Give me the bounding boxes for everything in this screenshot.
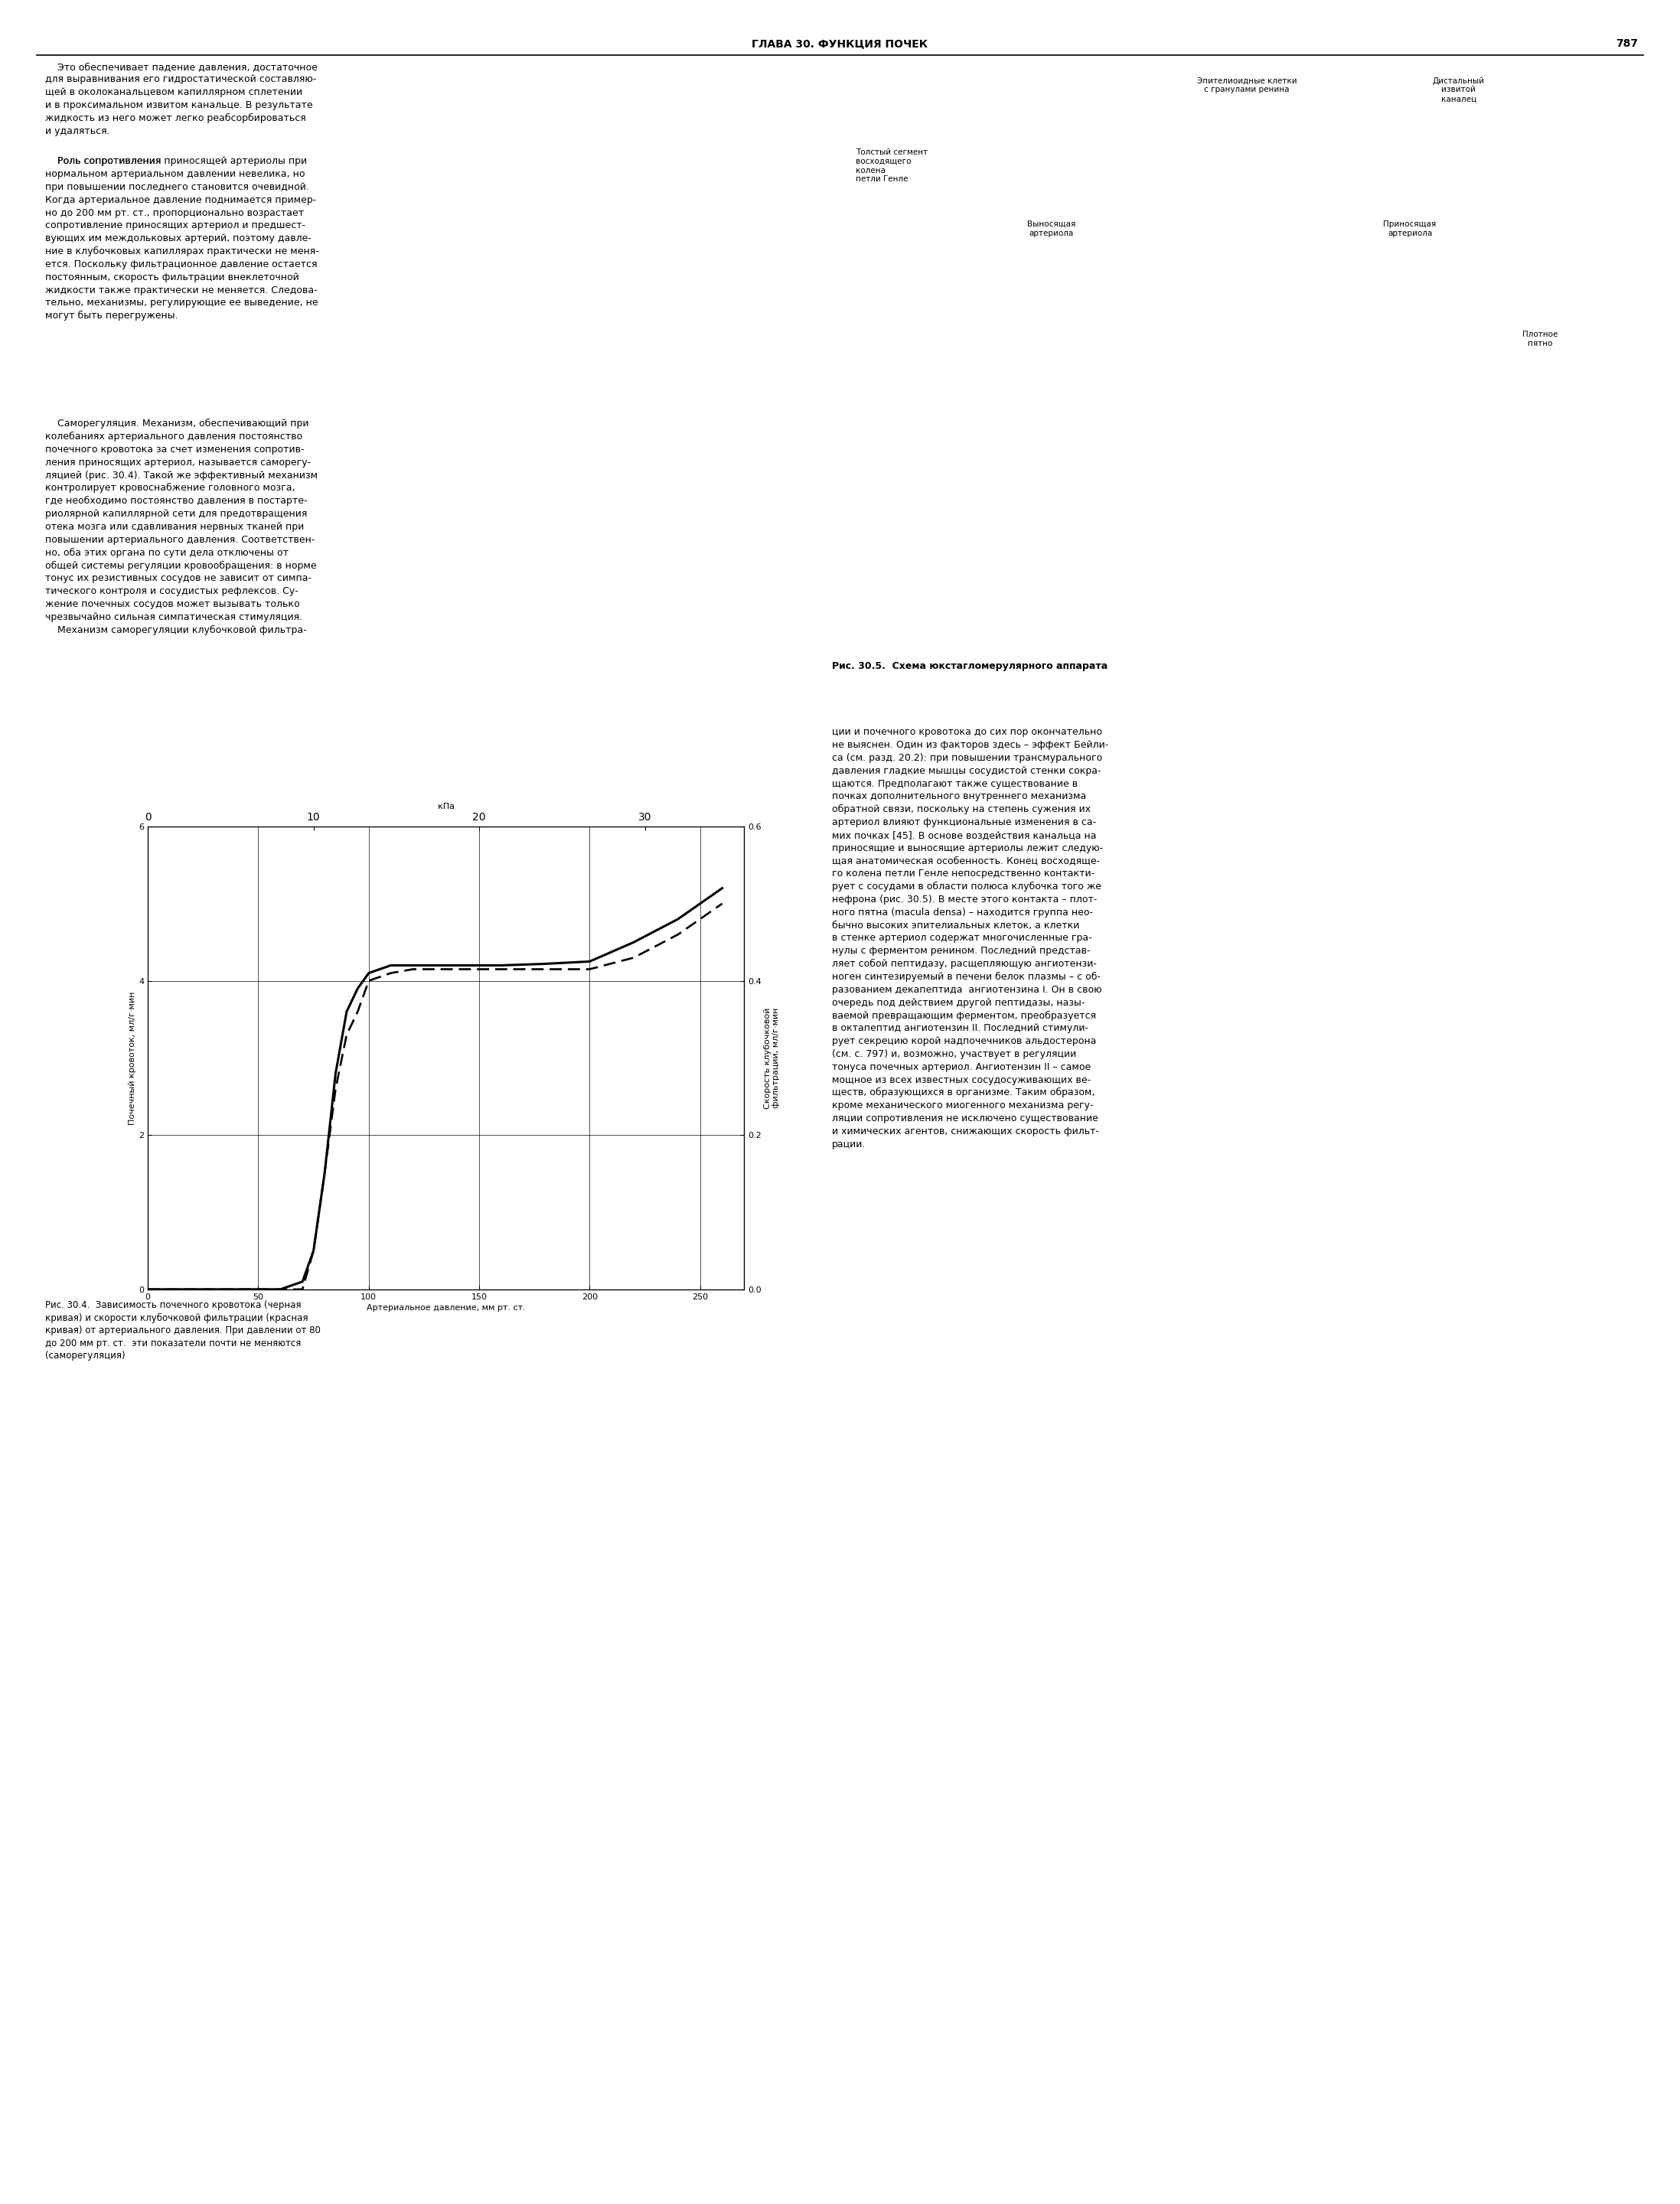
Text: Рис. 30.5.  Схема юкстагломерулярного аппарата: Рис. 30.5. Схема юкстагломерулярного апп… <box>832 661 1107 672</box>
X-axis label: Артериальное давление, мм рт. ст.: Артериальное давление, мм рт. ст. <box>366 1305 526 1311</box>
Text: Эпителиоидные клетки
с гранулами ренина: Эпителиоидные клетки с гранулами ренина <box>1196 77 1297 93</box>
Y-axis label: Почечный кровоток, мл/г·мин: Почечный кровоток, мл/г·мин <box>129 992 136 1124</box>
Text: Приносящая
артериола: Приносящая артериола <box>1383 220 1436 236</box>
Text: Роль сопротивления приносящей артериолы при
нормальном артериальном давлении нев: Роль сопротивления приносящей артериолы … <box>45 156 319 322</box>
Text: Это обеспечивает падение давления, достаточное
для выравнивания его гидростатиче: Это обеспечивает падение давления, доста… <box>45 62 318 137</box>
Text: ции и почечного кровотока до сих пор окончательно
не выяснен. Один из факторов з: ции и почечного кровотока до сих пор око… <box>832 727 1109 1148</box>
Y-axis label: Скорость клубочковой
фильтрации, мл/г·мин: Скорость клубочковой фильтрации, мл/г·ми… <box>764 1007 780 1109</box>
Text: Плотное
пятно: Плотное пятно <box>1522 331 1557 346</box>
Text: Толстый сегмент
восходящего
колена
петли Генле: Толстый сегмент восходящего колена петли… <box>855 150 927 183</box>
Text: Выносящая
артериола: Выносящая артериола <box>1026 220 1075 236</box>
Text: Роль сопротивления: Роль сопротивления <box>45 156 165 168</box>
Text: Дистальный
извитой
каналец: Дистальный извитой каналец <box>1433 77 1485 104</box>
Text: Рис. 30.4.  Зависимость почечного кровотока (черная
кривая) и скорости клубочков: Рис. 30.4. Зависимость почечного кровото… <box>45 1300 321 1360</box>
Text: Саморегуляция. Механизм, обеспечивающий при
колебаниях артериального давления по: Саморегуляция. Механизм, обеспечивающий … <box>45 419 318 635</box>
Text: ГЛАВА 30. ФУНКЦИЯ ПОЧЕК: ГЛАВА 30. ФУНКЦИЯ ПОЧЕК <box>753 37 927 48</box>
Text: 787: 787 <box>1616 37 1638 48</box>
X-axis label: кПа: кПа <box>437 802 455 811</box>
